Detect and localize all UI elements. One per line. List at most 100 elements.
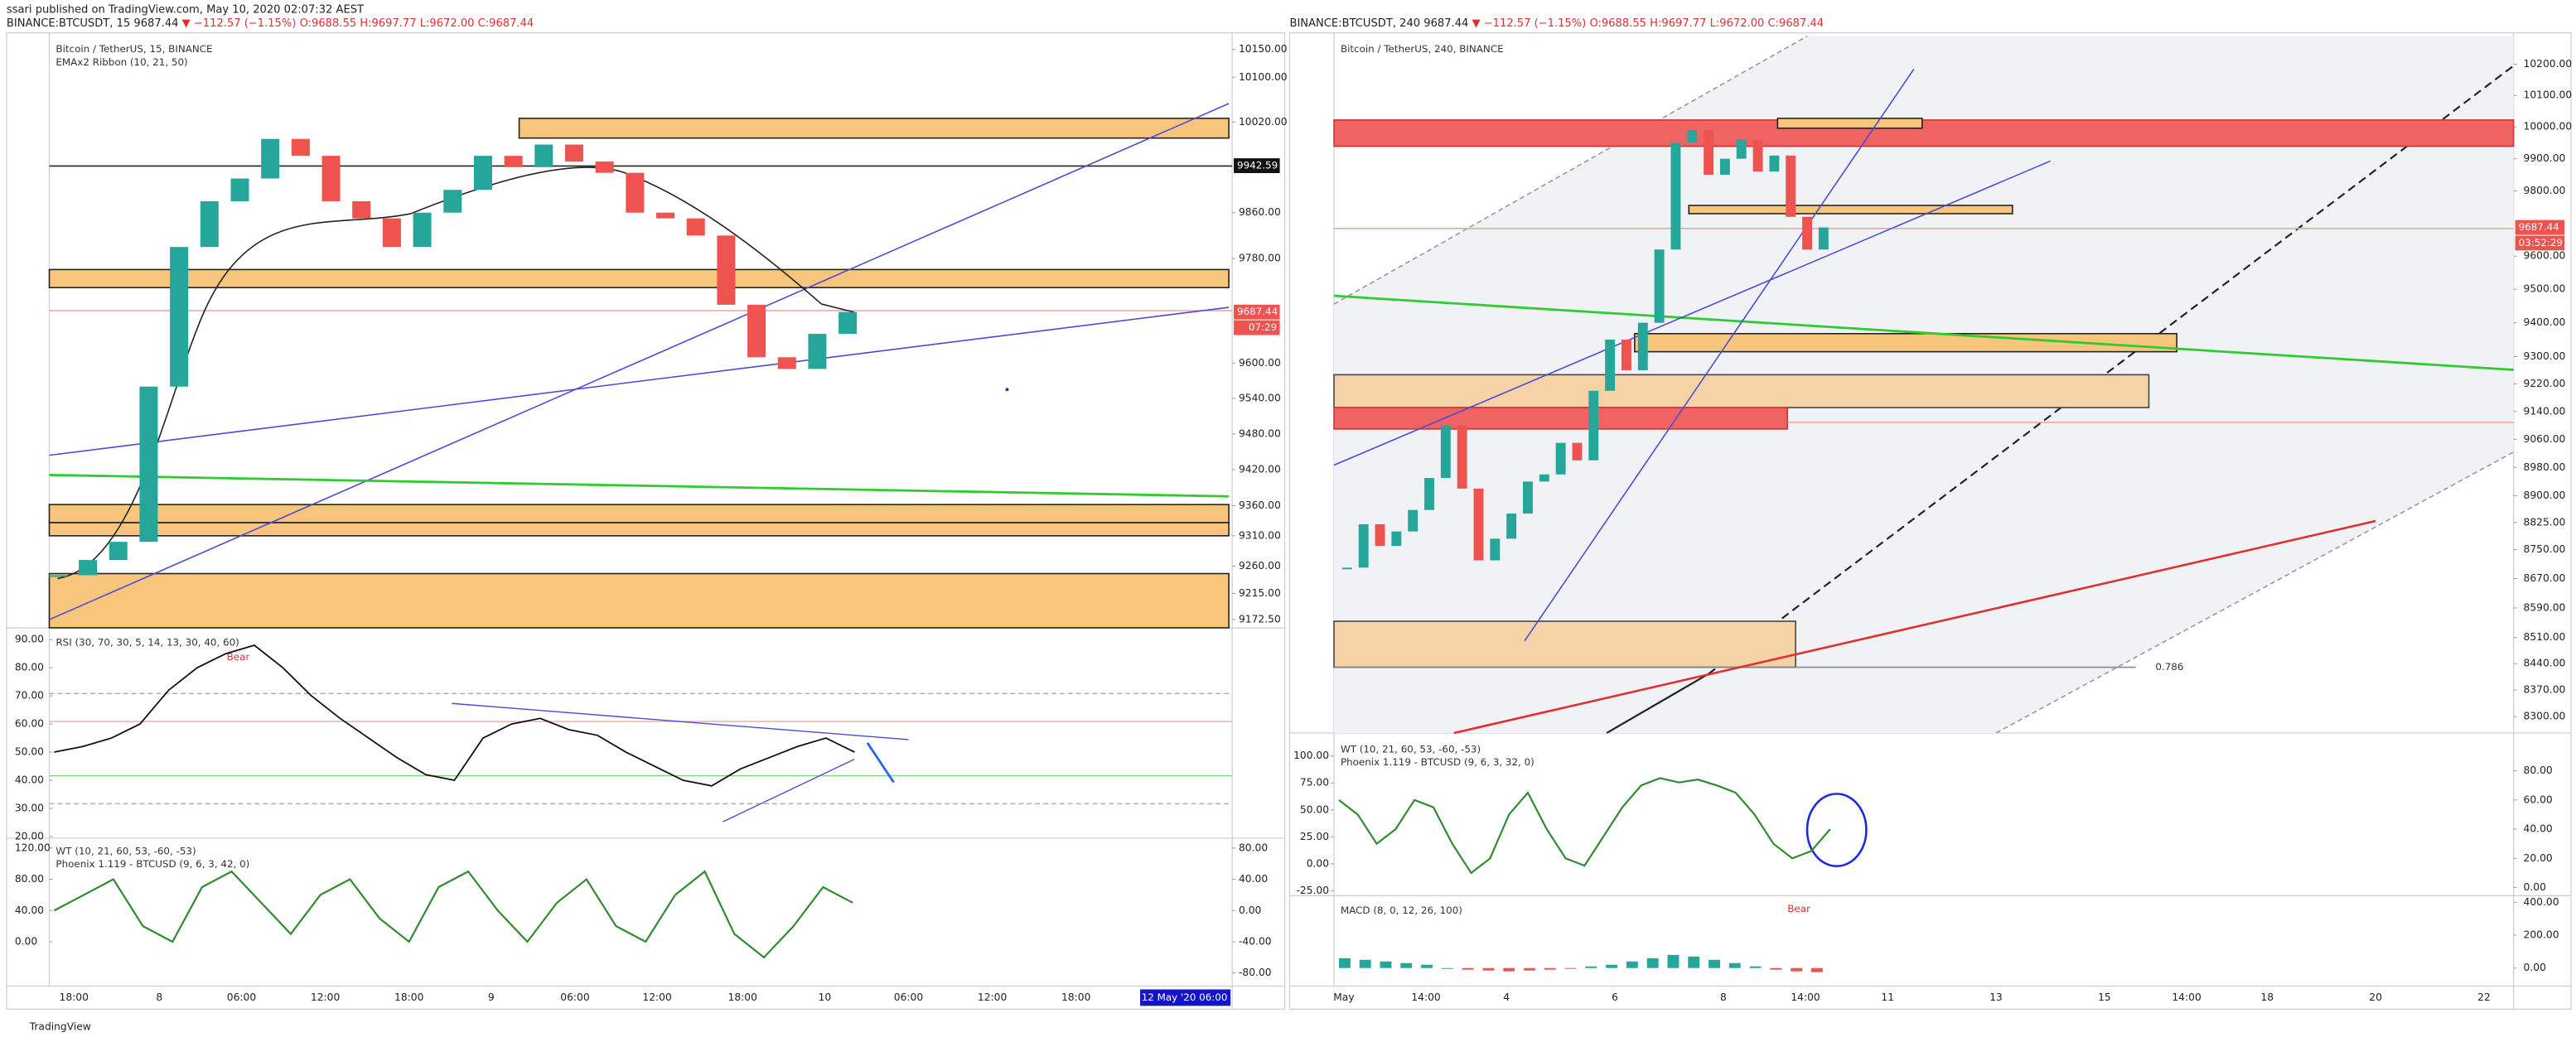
y-tick-label: 40.00	[15, 774, 44, 786]
y-tick-label: 9500.00	[2524, 283, 2566, 295]
x-tick-label: 12:00	[642, 991, 671, 1003]
candle	[1440, 425, 1451, 479]
y-tick-label: 8750.00	[2524, 543, 2566, 555]
indicator-line	[53, 870, 853, 959]
y-tick-label: 8670.00	[2524, 572, 2566, 584]
y-tick-label: 400.00	[2524, 896, 2559, 908]
x-tick-label: 06:00	[894, 991, 923, 1003]
y-tick-label: 40.00	[15, 905, 44, 916]
histogram-bar	[1811, 967, 1823, 972]
candle	[717, 235, 736, 305]
histogram-bar	[1770, 967, 1782, 970]
x-tick-label: 18:00	[394, 991, 423, 1003]
y-tick-label: 8980.00	[2524, 461, 2566, 473]
histogram-bar	[1708, 959, 1720, 968]
price-tag-label: 9687.44	[1237, 306, 1278, 317]
candle	[1637, 322, 1648, 370]
candle	[1391, 531, 1402, 547]
candle	[1719, 158, 1730, 175]
candle	[382, 218, 401, 248]
x-tick-label: 8	[156, 991, 162, 1003]
candle	[564, 144, 583, 162]
x-tick-label: 6	[1612, 991, 1618, 1003]
candle	[839, 311, 858, 335]
candle	[777, 357, 796, 369]
y-tick-label: 10100.00	[2524, 89, 2573, 101]
candle	[808, 334, 827, 369]
x-tick-label: 06:00	[227, 991, 256, 1003]
indicator-label: Phoenix 1.119 - BTCUSD (9, 6, 3, 42, 0)	[56, 858, 249, 870]
histogram-bar	[1503, 967, 1515, 972]
candle	[504, 156, 523, 167]
x-tick-label: 06:00	[560, 991, 589, 1003]
y-tick-label: 9540.00	[1239, 392, 1281, 403]
y-tick-label: 9600.00	[2524, 250, 2566, 262]
trendline	[49, 474, 1230, 498]
y-tick-label: 120.00	[15, 842, 51, 853]
left-drawings	[48, 103, 1233, 629]
y-tick-label: 75.00	[1300, 777, 1329, 789]
indicator-label: MACD (8, 0, 12, 26, 100)	[1341, 905, 1462, 916]
x-tick-label: 12:00	[311, 991, 340, 1003]
y-tick-label: 9220.00	[2524, 378, 2566, 389]
y-tick-label: 8440.00	[2524, 658, 2566, 669]
histogram-bar	[1421, 964, 1433, 968]
y-tick-label: 9860.00	[1239, 206, 1281, 218]
histogram-bar	[1749, 966, 1762, 968]
zone	[1688, 205, 2013, 215]
histogram-bar	[1626, 961, 1638, 968]
candle	[200, 200, 219, 248]
y-tick-label: 8300.00	[2524, 711, 2566, 722]
y-tick-label: 9172.50	[1239, 613, 1281, 625]
candle	[413, 212, 432, 248]
y-tick-label: 80.00	[2524, 765, 2553, 776]
ema-line	[57, 166, 855, 580]
y-tick-label: 9800.00	[2524, 185, 2566, 196]
brand[interactable]: TradingView	[29, 1021, 91, 1033]
zone	[1333, 119, 2515, 147]
x-tick-label: 18:00	[728, 991, 757, 1003]
y-tick-label: 0.00	[1239, 905, 1261, 916]
x-tick-label: 14:00	[1411, 991, 1440, 1003]
channel-line	[1333, 35, 1808, 305]
zone	[1333, 374, 2150, 408]
x-tick-label: 15	[2098, 991, 2111, 1003]
histogram-bar	[1667, 954, 1679, 968]
y-tick-label: 9400.00	[2524, 316, 2566, 328]
candle	[1457, 425, 1467, 489]
y-tick-label: 0.00	[2524, 962, 2546, 973]
last: 9687.44	[1423, 17, 1468, 29]
y-tick-label: 8370.00	[2524, 684, 2566, 696]
left-rsi-drawings	[49, 692, 1233, 823]
y-tick-label: 8510.00	[2524, 631, 2566, 643]
candle	[595, 161, 614, 173]
histogram-bar	[1462, 967, 1474, 970]
candle	[1621, 340, 1631, 370]
trendline	[49, 306, 1230, 456]
indicator-line	[1338, 777, 1831, 875]
fib-label: 0.786	[2155, 661, 2183, 673]
candle	[291, 138, 310, 157]
zone	[1634, 333, 2177, 353]
candle	[1408, 509, 1418, 532]
indicator-label: WT (10, 21, 60, 53, -60, -53)	[1341, 743, 1481, 755]
channel-mid	[1606, 673, 1709, 734]
change: ▼ −112.57 (−1.15%)	[182, 17, 297, 29]
x-tick-label: 22	[2477, 991, 2491, 1003]
y-tick-label: 9310.00	[1239, 529, 1281, 541]
y-tick-label: 9060.00	[2524, 433, 2566, 445]
y-tick-label: -80.00	[1239, 967, 1272, 978]
y-tick-label: 10000.00	[2524, 121, 2573, 133]
candle	[170, 247, 189, 387]
candle	[1786, 155, 1796, 217]
candle	[534, 144, 553, 167]
right-wt-drawings	[1805, 793, 1868, 867]
time-focus: 12 May '20 06:00	[1142, 991, 1228, 1003]
y-tick-label: 20.00	[15, 830, 44, 842]
candle	[1654, 249, 1665, 323]
y-tick-label: 40.00	[2524, 823, 2553, 835]
trendline	[1524, 68, 1915, 642]
x-tick-label: 10	[819, 991, 832, 1003]
candle	[79, 560, 98, 576]
